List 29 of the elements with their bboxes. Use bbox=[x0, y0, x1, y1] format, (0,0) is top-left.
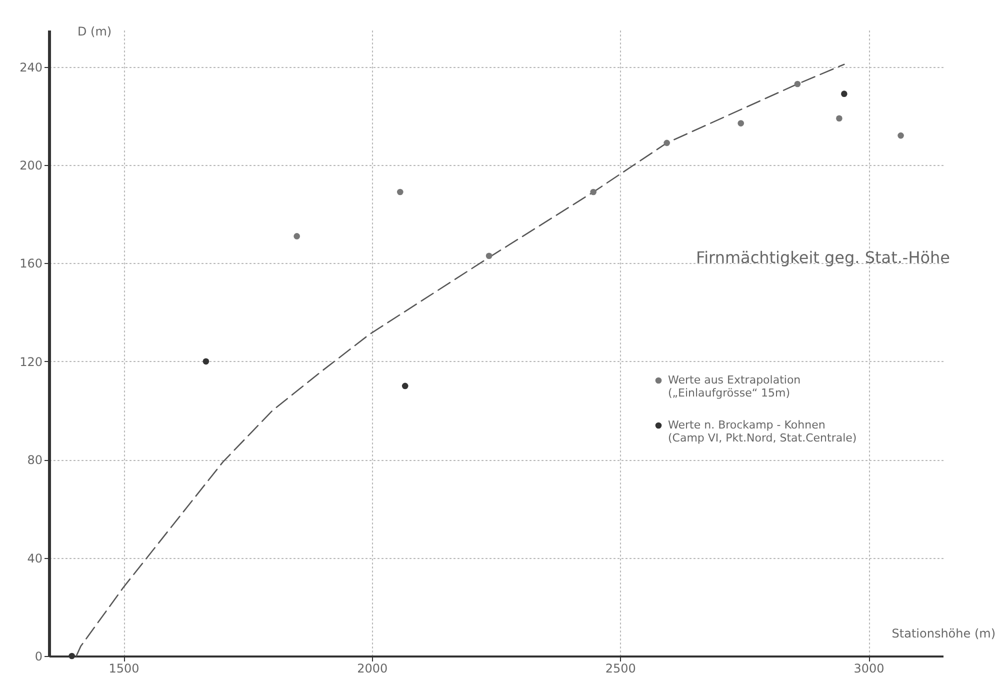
x-tick-label: 3000 bbox=[854, 662, 884, 676]
y-tick-label: 240 bbox=[20, 60, 42, 74]
y-tick-label: 40 bbox=[27, 551, 42, 566]
point bbox=[590, 188, 597, 196]
point bbox=[794, 80, 801, 88]
point bbox=[402, 382, 408, 390]
point bbox=[898, 132, 904, 139]
point bbox=[664, 140, 670, 146]
x-tick-label: 1500 bbox=[108, 662, 140, 676]
y-tick-label: 120 bbox=[20, 354, 42, 369]
legend-label: Werte aus Extrapolation („Einlaufgrösse“ 15m) bbox=[668, 374, 801, 400]
x-axis-title: Stationshöhe (m) bbox=[892, 626, 996, 640]
point bbox=[841, 90, 848, 97]
point bbox=[396, 188, 404, 196]
point bbox=[738, 120, 744, 126]
point bbox=[202, 358, 210, 365]
text: Firnmächtigkeit geg. Stat.-Höhe bbox=[696, 248, 950, 267]
point bbox=[836, 115, 842, 122]
point bbox=[294, 233, 300, 240]
y-tick-label: 160 bbox=[20, 256, 42, 271]
legend-label: Werte n. Brockamp - Kohnen (Camp VI, Pkt.Nord, Stat.Centrale) bbox=[668, 418, 857, 444]
y-tick-label: 0 bbox=[34, 650, 42, 664]
y-axis-title: D (m) bbox=[78, 24, 112, 38]
y-tick-label: 200 bbox=[20, 158, 42, 173]
x-tick-label: 2000 bbox=[357, 662, 388, 676]
x-tick-label: 2500 bbox=[605, 662, 636, 676]
point bbox=[486, 252, 492, 260]
point bbox=[68, 652, 76, 660]
y-tick-label: 80 bbox=[27, 453, 42, 468]
